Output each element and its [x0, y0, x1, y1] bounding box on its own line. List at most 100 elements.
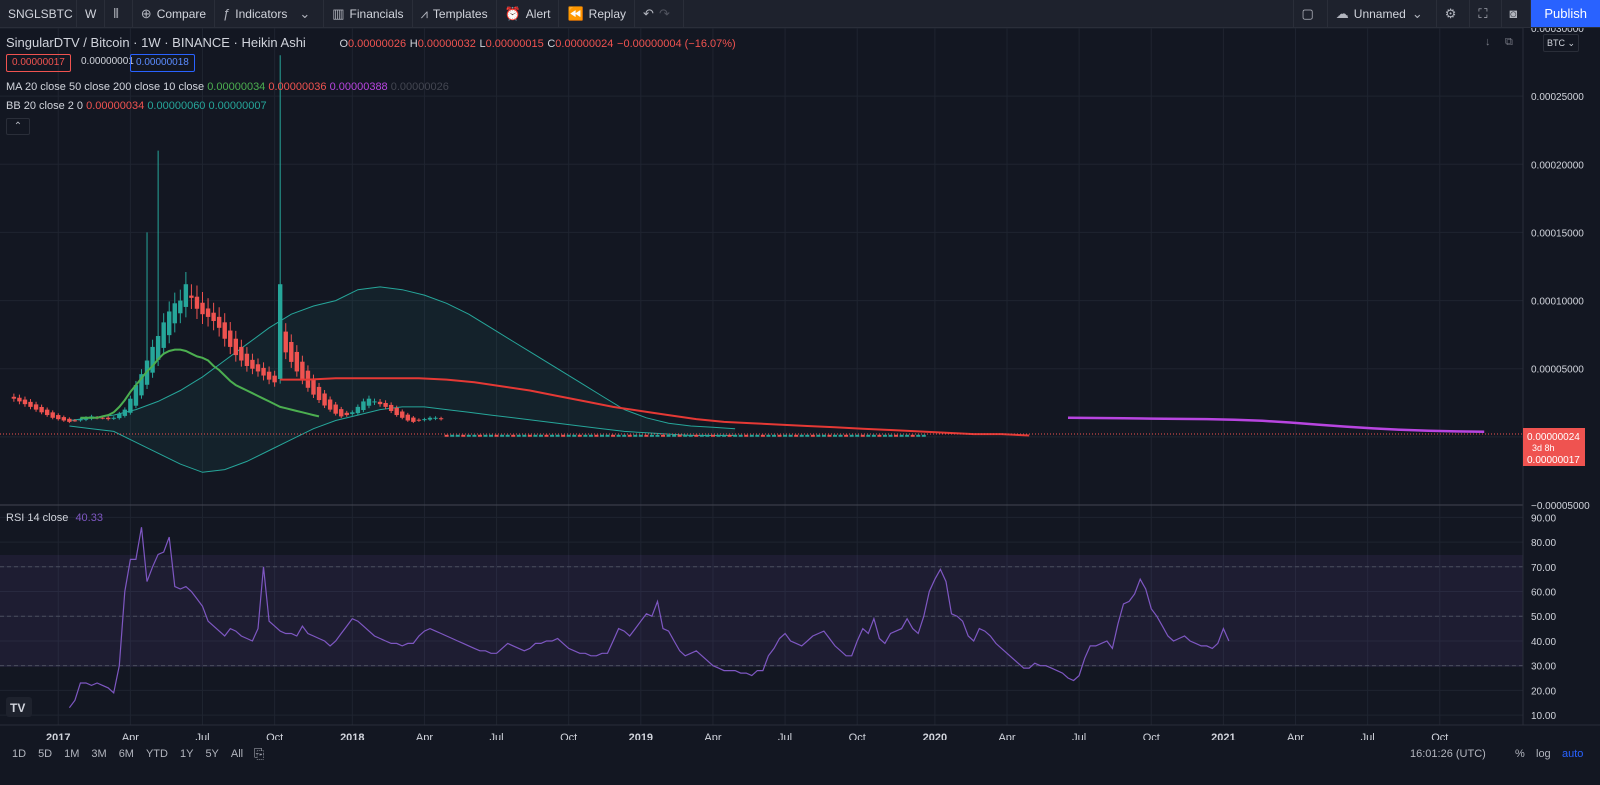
candle-body	[255, 364, 261, 372]
bb-lower-value: 0.00000007	[208, 100, 267, 112]
time-tick-label: Apr	[704, 732, 721, 740]
maximize-pane-icon[interactable]: ⧉	[1505, 36, 1513, 48]
templates-button[interactable]: ⩘ Templates	[413, 0, 497, 27]
candle-body	[688, 434, 693, 437]
time-axis[interactable]: 2017 Apr Jul Oct 2018 Apr Jul Oct 2019 Apr Jul Oct 2…	[46, 732, 1448, 740]
range-1m[interactable]: 1M	[64, 748, 80, 760]
time-tick-label: Jul	[1361, 732, 1375, 740]
interval-button[interactable]: W	[77, 0, 106, 27]
layout-button[interactable]: ▢	[1292, 0, 1328, 27]
ohlc-values: O0.00000026 H0.00000032 L0.00000015 C0.0…	[339, 35, 735, 50]
candle-body	[67, 418, 72, 422]
indicators-button[interactable]: ƒ Indicators ⌄	[215, 0, 325, 27]
bb-legend[interactable]: BB 20 close 2 0 0.00000034 0.00000060 0.…	[6, 100, 267, 112]
tradingview-logo[interactable]	[6, 697, 32, 717]
time-tick-label: Oct	[849, 732, 866, 740]
range-all[interactable]: All	[230, 748, 244, 760]
replay-button[interactable]: ⏪ Replay	[559, 0, 636, 27]
buy-price-button[interactable]: 0.00000018	[130, 54, 195, 72]
price-tick-label: 0.00015000	[1531, 228, 1584, 239]
redo-icon[interactable]: ↷	[658, 5, 670, 21]
rsi-tick-label: 60.00	[1531, 588, 1556, 599]
ma-legend[interactable]: MA 20 close 50 close 200 close 10 close …	[6, 81, 449, 93]
range-1y[interactable]: 1Y	[179, 748, 194, 760]
candle-body	[411, 417, 416, 422]
candle-body	[494, 434, 499, 437]
candle-body	[577, 434, 582, 437]
rsi-tick-label: 70.00	[1531, 563, 1556, 574]
candle-body	[894, 434, 899, 437]
compare-button[interactable]: ⊕ Compare	[133, 0, 216, 27]
currency-select[interactable]: BTC ⌄	[1543, 34, 1579, 52]
candle-body	[422, 419, 427, 421]
candle-body	[205, 308, 211, 317]
alert-button[interactable]: ⏰ Alert	[497, 0, 560, 27]
chart-canvas[interactable]: 0.00030000 0.00025000 0.00020000 0.00015000…	[0, 28, 1600, 740]
financials-button[interactable]: ▥ Financials	[324, 0, 413, 27]
candle-body	[150, 346, 155, 373]
candle-body	[416, 419, 422, 421]
candle-body	[261, 367, 266, 376]
scroll-down-icon[interactable]: ↓	[1485, 36, 1491, 48]
candle-body	[771, 434, 776, 437]
candle-body	[605, 434, 610, 437]
candle-body	[466, 434, 471, 437]
log-toggle[interactable]: log	[1536, 748, 1551, 760]
rsi-tick-label: 10.00	[1531, 711, 1556, 722]
candle-body	[250, 359, 255, 369]
candle-body	[672, 434, 677, 437]
clock-label[interactable]: 16:01:26 (UTC)	[1410, 748, 1486, 760]
candle-body	[827, 434, 832, 437]
symbol-legend[interactable]: SingularDTV / Bitcoin · 1W · BINANCE · H…	[6, 35, 736, 50]
candle-body	[555, 434, 560, 437]
range-3m[interactable]: 3M	[91, 748, 107, 760]
layout-name-button[interactable]: ☁ Unnamed ⌄	[1328, 0, 1437, 27]
undo-redo-group: ↶ ↷	[635, 0, 684, 27]
percent-toggle[interactable]: %	[1515, 748, 1525, 760]
candle-body	[222, 322, 227, 339]
candle-body	[550, 434, 555, 437]
auto-toggle[interactable]: auto	[1562, 748, 1584, 760]
price-tick-label: 0.00030000	[1531, 28, 1584, 35]
range-5y[interactable]: 5Y	[205, 748, 219, 760]
candle-body	[105, 417, 111, 420]
goto-date-icon[interactable]: ⎘	[254, 746, 265, 761]
fullscreen-icon: ⛶	[1478, 5, 1488, 21]
range-1d[interactable]: 1D	[12, 748, 27, 760]
rsi-band-background	[0, 555, 1523, 667]
range-6m[interactable]: 6M	[118, 748, 134, 760]
candle-body	[28, 401, 33, 407]
time-tick-label: Apr	[122, 732, 139, 740]
candle-body	[244, 353, 250, 366]
fullscreen-button[interactable]: ⛶	[1470, 0, 1502, 27]
range-ytd[interactable]: YTD	[145, 748, 168, 760]
candle-body	[838, 434, 843, 437]
candle-body	[283, 331, 288, 353]
range-5d[interactable]: 5D	[38, 748, 53, 760]
publish-button[interactable]: Publish	[1531, 0, 1600, 27]
candle-body	[216, 316, 222, 328]
price-tick-label: 0.00025000	[1531, 92, 1584, 103]
symbol-search[interactable]: SNGLSBTC	[0, 0, 77, 27]
snapshot-button[interactable]: ◙	[1502, 0, 1532, 27]
settings-button[interactable]: ⚙	[1437, 0, 1471, 27]
undo-icon[interactable]: ↶	[643, 5, 654, 21]
rsi-legend[interactable]: RSI 14 close 40.33	[6, 512, 103, 524]
candle-body	[438, 418, 444, 420]
candle-body	[489, 434, 494, 437]
sell-price-button[interactable]: 0.00000017	[6, 54, 71, 72]
rsi-tick-label: 20.00	[1531, 686, 1556, 697]
chart-style-button[interactable]: ⫴	[105, 0, 133, 27]
rsi-tick-label: 30.00	[1531, 662, 1556, 673]
collapse-legend-button[interactable]: ⌃	[6, 118, 30, 135]
candle-body	[239, 346, 244, 361]
rsi-axis[interactable]: 90.00 80.00 70.00 60.00 50.00 40.00 30.00 20.00…	[1531, 513, 1556, 722]
candle-body	[849, 434, 854, 437]
bar-chart-icon: ▥	[332, 5, 345, 21]
high-label: H	[409, 38, 418, 50]
price-axis[interactable]: 0.00030000 0.00025000 0.00020000 0.00015000…	[1531, 28, 1590, 512]
candle-body	[183, 284, 189, 307]
candle-body	[716, 434, 721, 437]
ma50-line	[280, 377, 1030, 437]
candle-body	[505, 434, 510, 437]
